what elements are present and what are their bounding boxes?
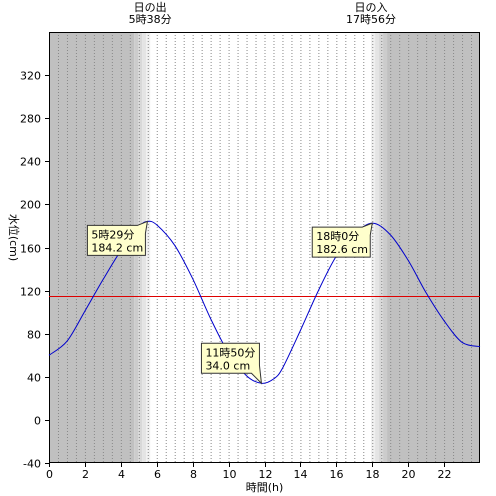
x-tick-label: 16 (330, 468, 344, 481)
x-tick-label: 22 (438, 468, 452, 481)
plot-frame (49, 32, 480, 463)
x-tick-label: 0 (46, 468, 53, 481)
x-tick-label: 18 (366, 468, 380, 481)
x-axis: 0 2 4 6 8 10 12 14 16 18 20 22 (46, 463, 452, 481)
sunset-time: 17時56分 (346, 13, 396, 26)
y-tick-label: 160 (20, 243, 41, 256)
sunset-twilight-band (375, 32, 380, 463)
sunset-twilight-band (371, 32, 376, 463)
sunrise-label: 日の出 (134, 0, 167, 14)
y-tick-label: 240 (20, 156, 41, 169)
y-axis: -40 0 40 80 120 160 200 240 280 320 (20, 70, 49, 471)
sunset-label: 日の入 (355, 1, 388, 14)
sunrise-time: 5時38分 (129, 13, 172, 26)
annotation-time: 11時50分 (205, 346, 255, 359)
x-tick-label: 14 (294, 468, 308, 481)
annotation-value: 182.6 cm (316, 243, 368, 256)
y-tick-label: -40 (23, 458, 41, 471)
y-tick-label: 80 (27, 329, 41, 342)
x-tick-label: 20 (402, 468, 416, 481)
y-tick-label: 0 (34, 415, 41, 428)
x-tick-label: 12 (259, 468, 273, 481)
y-tick-label: 320 (20, 70, 41, 83)
y-tick-label: 40 (27, 372, 41, 385)
y-axis-title: 水位(cm) (7, 214, 21, 261)
x-tick-label: 4 (118, 468, 125, 481)
x-tick-label: 6 (154, 468, 161, 481)
y-tick-label: 200 (20, 199, 41, 212)
y-tick-label: 280 (20, 113, 41, 126)
annotation-time: 18時0分 (316, 230, 359, 243)
y-tick-label: 120 (20, 286, 41, 299)
x-tick-label: 10 (223, 468, 237, 481)
annotation-value: 184.2 cm (91, 241, 143, 254)
annotation-box (86, 220, 149, 256)
annotation-time: 5時29分 (91, 228, 134, 241)
sunset-twilight-band (383, 32, 388, 463)
sunrise-twilight-band (146, 32, 151, 463)
annotation-box (311, 222, 373, 258)
annotation-box (200, 342, 263, 385)
x-tick-label: 2 (82, 468, 89, 481)
x-tick-label: 8 (190, 468, 197, 481)
x-axis-title: 時間(h) (246, 481, 284, 494)
annotation-value: 34.0 cm (205, 359, 250, 372)
sunset-twilight-band (379, 32, 384, 463)
